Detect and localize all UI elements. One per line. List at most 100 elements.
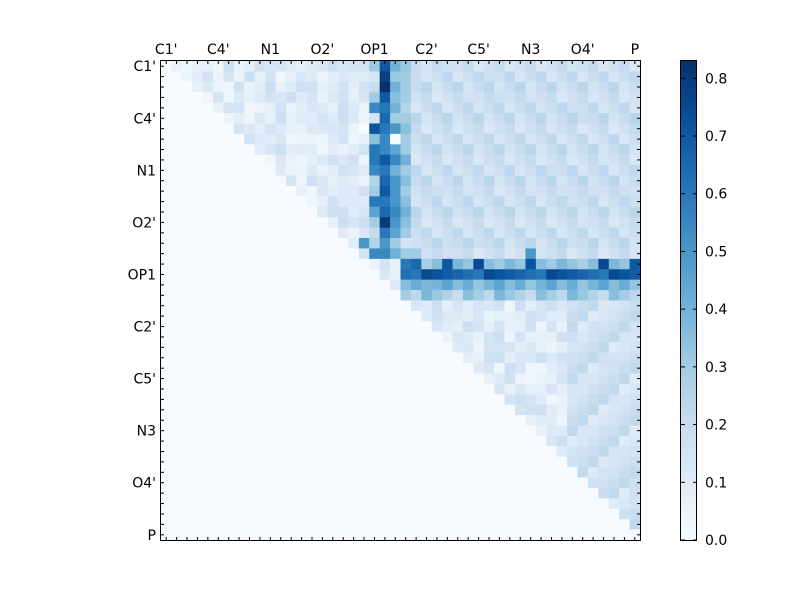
heatmap-cell <box>462 404 474 416</box>
heatmap-cell <box>296 175 308 187</box>
heatmap-cell <box>369 383 381 395</box>
heatmap-cell <box>535 404 547 416</box>
heatmap-cell <box>181 133 193 145</box>
heatmap-cell <box>213 154 224 166</box>
heatmap-cell <box>317 185 329 197</box>
x-tick-label: C1' <box>155 42 178 58</box>
heatmap-cell <box>629 352 641 364</box>
heatmap-cell <box>202 404 214 416</box>
heatmap-cell <box>296 456 308 468</box>
heatmap-cell <box>556 529 568 541</box>
heatmap-cell <box>223 154 235 166</box>
heatmap-cell <box>629 217 641 229</box>
heatmap-cell <box>608 269 620 281</box>
heatmap-cell <box>515 404 526 416</box>
heatmap-cell <box>223 394 235 406</box>
heatmap-cell <box>317 269 329 281</box>
heatmap-cell <box>390 446 401 458</box>
heatmap-cell <box>608 165 620 176</box>
heatmap-cell <box>181 383 193 395</box>
heatmap-cell <box>567 185 578 197</box>
heatmap-cell <box>317 352 329 364</box>
heatmap-cell <box>556 467 568 478</box>
heatmap-cell <box>181 102 193 114</box>
heatmap-cell <box>535 71 547 83</box>
heatmap-cell <box>535 290 547 301</box>
heatmap-cell <box>400 71 412 83</box>
heatmap-cell <box>410 290 422 301</box>
heatmap-cell <box>254 196 266 208</box>
y-tick-label: N1 <box>137 163 156 179</box>
heatmap-cell <box>535 321 547 333</box>
heatmap-cell <box>254 498 266 510</box>
heatmap-cell <box>285 92 297 104</box>
heatmap-cell <box>327 238 339 249</box>
heatmap-cell <box>504 508 516 520</box>
heatmap-cell <box>504 279 516 291</box>
heatmap-cell <box>442 144 453 156</box>
heatmap-cell <box>525 529 537 541</box>
heatmap-cell <box>598 144 610 156</box>
heatmap-cell <box>171 217 183 229</box>
heatmap-cell <box>296 71 308 83</box>
heatmap-cell <box>577 102 589 114</box>
heatmap-cell <box>400 269 412 281</box>
heatmap-cell <box>233 206 245 218</box>
heatmap-cell <box>285 519 297 530</box>
heatmap-cell <box>379 373 391 385</box>
heatmap-cell <box>369 456 381 468</box>
heatmap-cell <box>369 467 381 478</box>
heatmap-cell <box>483 175 495 187</box>
heatmap-cell <box>598 185 610 197</box>
heatmap-cell <box>535 154 547 166</box>
heatmap-cell <box>338 362 349 374</box>
heatmap-cell <box>504 227 516 239</box>
heatmap-cell <box>285 352 297 364</box>
heatmap-cell <box>181 394 193 406</box>
heatmap-cell <box>556 81 568 93</box>
heatmap-cell <box>608 362 620 374</box>
heatmap-cell <box>619 352 630 364</box>
heatmap-cell <box>577 362 589 374</box>
heatmap-cell <box>192 217 204 229</box>
heatmap-cell <box>369 415 381 426</box>
heatmap-cell <box>161 467 172 478</box>
heatmap-cell <box>546 310 558 322</box>
heatmap-cell <box>233 352 245 364</box>
heatmap-cell <box>317 175 329 187</box>
heatmap-cell <box>369 498 381 510</box>
heatmap-cell <box>244 425 256 437</box>
heatmap-cell <box>285 487 297 499</box>
heatmap-cell <box>233 404 245 416</box>
heatmap-cell <box>483 61 495 72</box>
heatmap-cell <box>587 498 599 510</box>
heatmap-cell <box>265 362 276 374</box>
heatmap-cell <box>317 456 329 468</box>
heatmap-cell <box>233 238 245 249</box>
heatmap-cell <box>358 196 370 208</box>
heatmap-cell <box>608 342 620 353</box>
heatmap-cell <box>338 477 349 489</box>
heatmap-cell <box>275 81 287 93</box>
heatmap-cell <box>358 456 370 468</box>
heatmap-cell <box>515 165 526 176</box>
heatmap-cell <box>317 404 329 416</box>
heatmap-cell <box>285 279 297 291</box>
heatmap-cell <box>608 352 620 364</box>
heatmap-cell <box>535 279 547 291</box>
heatmap-cell <box>161 362 172 374</box>
heatmap-cell <box>452 404 464 416</box>
heatmap-cell <box>535 248 547 260</box>
heatmap-cell <box>390 477 401 489</box>
heatmap-cell <box>598 81 610 93</box>
heatmap-cell <box>400 61 412 72</box>
heatmap-cell <box>608 300 620 312</box>
heatmap-cell <box>296 404 308 416</box>
heatmap-cell <box>213 352 224 364</box>
heatmap-cell <box>494 477 506 489</box>
heatmap-cell <box>390 113 401 124</box>
heatmap-cell <box>213 477 224 489</box>
heatmap-cell <box>358 185 370 197</box>
heatmap-cell <box>535 342 547 353</box>
heatmap-cell <box>598 300 610 312</box>
